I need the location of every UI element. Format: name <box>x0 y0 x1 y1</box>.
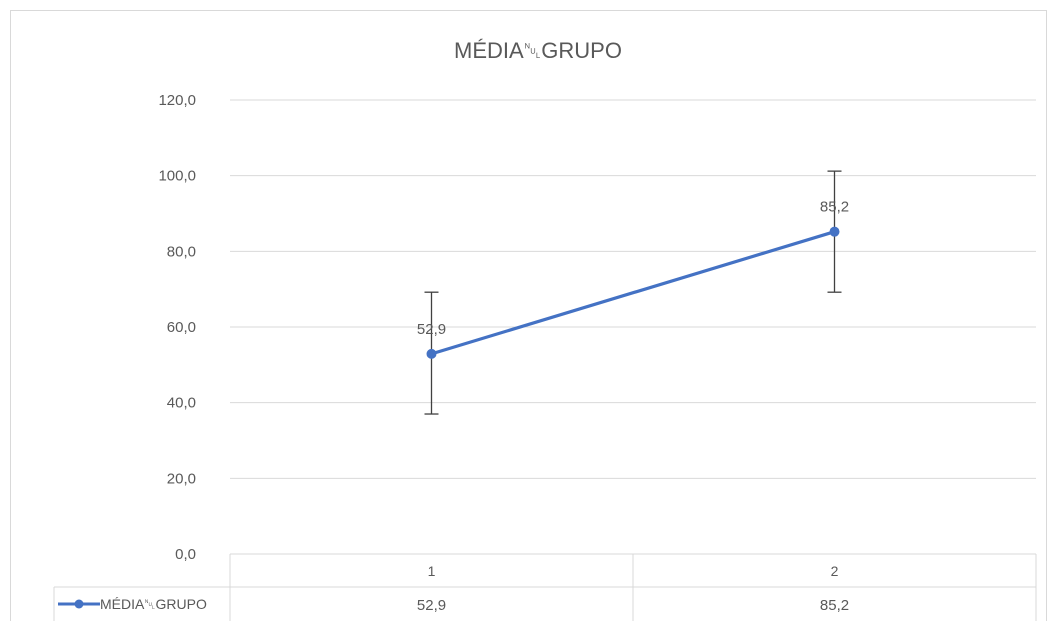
y-tick-label: 120,0 <box>158 92 196 109</box>
chart-border <box>10 10 1047 621</box>
y-axis-tick-labels: 0,0 20,0 40,0 60,0 80,0 100,0 120,0 <box>158 92 196 563</box>
chart-title: MÉDIA␀GRUPO <box>454 38 622 63</box>
series-line <box>429 230 837 356</box>
data-labels: 52,9 85,2 <box>417 199 849 338</box>
y-tick-label: 0,0 <box>175 546 196 563</box>
gridlines <box>230 99 1036 479</box>
legend-label: MÉDIA␀GRUPO <box>100 596 207 612</box>
y-tick-label: 20,0 <box>167 470 196 487</box>
x-category-label: 1 <box>428 563 436 579</box>
series-line-layer <box>426 226 840 359</box>
data-table: 1 2 52,9 85,2 MÉDIA␀GRUPO <box>53 553 1037 621</box>
table-value-cell: 85,2 <box>820 597 849 614</box>
data-label: 52,9 <box>417 321 446 338</box>
data-point <box>829 226 840 237</box>
table-value-cell: 52,9 <box>417 597 446 614</box>
x-category-label: 2 <box>831 563 839 579</box>
y-tick-label: 100,0 <box>158 168 196 185</box>
legend-marker-swatch <box>74 599 84 609</box>
data-label: 85,2 <box>820 199 849 216</box>
y-tick-label: 80,0 <box>167 243 196 260</box>
y-tick-label: 40,0 <box>167 395 196 412</box>
data-point <box>426 348 437 359</box>
y-tick-label: 60,0 <box>167 319 196 336</box>
